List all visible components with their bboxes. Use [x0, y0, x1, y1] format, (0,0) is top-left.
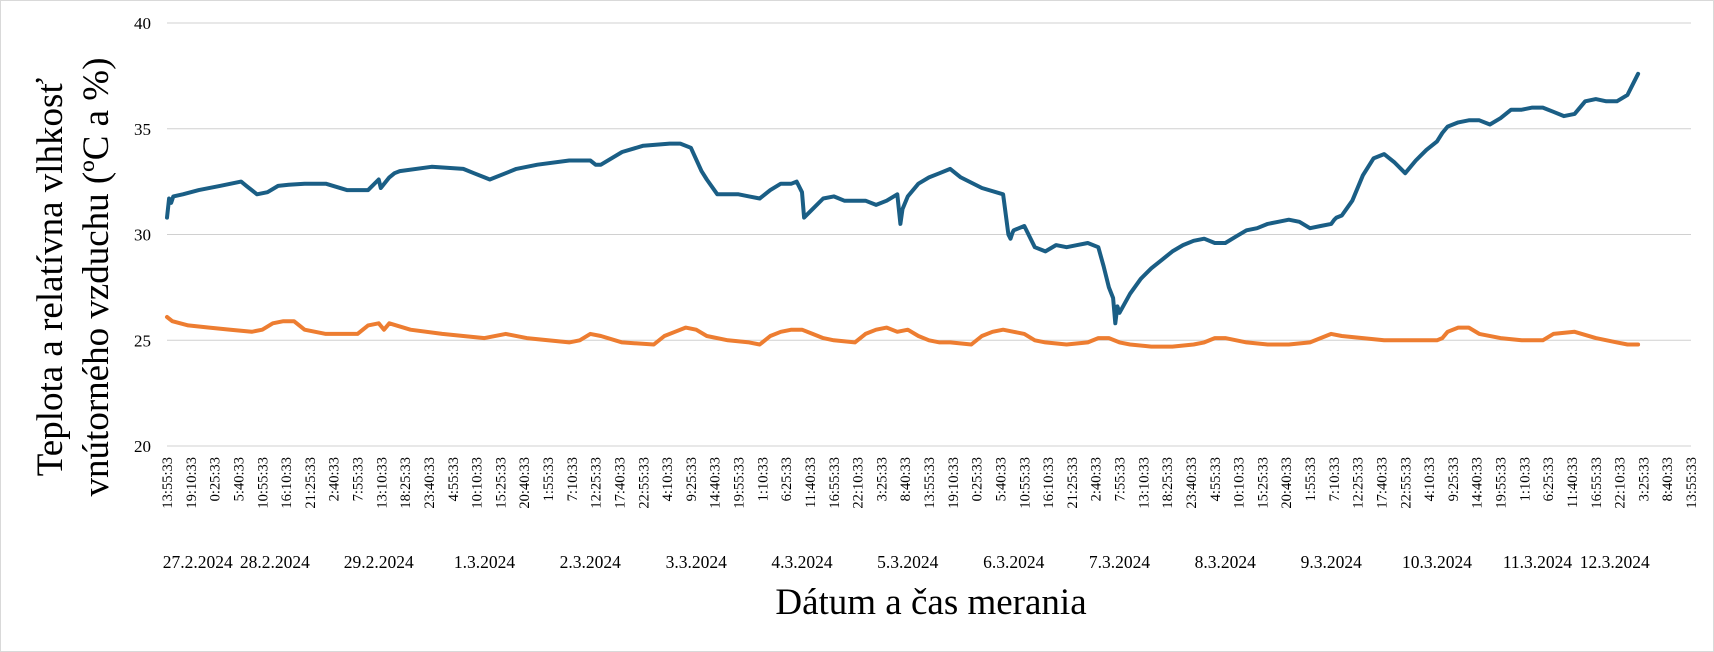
- x-time-tick-label: 16:55:33: [827, 457, 843, 509]
- x-date-labels: 27.2.2024 28.2.2024 29.2.2024 1.3.2024 2.3.2…: [163, 552, 1650, 572]
- x-time-tick-label: 10:10:33: [470, 457, 486, 509]
- series-group: [165, 71, 1641, 349]
- x-time-tick-label: 19:10:33: [946, 457, 962, 509]
- x-date-label: 9.3.2024: [1301, 552, 1363, 572]
- y-tick-label: 30: [134, 226, 151, 245]
- y-tick-label: 25: [134, 331, 151, 350]
- x-time-tick-label: 22:10:33: [1613, 457, 1629, 509]
- y-tick-label: 40: [134, 14, 151, 33]
- x-time-tick-label: 1:10:33: [1517, 457, 1533, 501]
- x-time-tick-label: 22:55:33: [636, 457, 652, 509]
- y-tick-label: 35: [134, 120, 151, 139]
- x-axis-title: Dátum a čas merania: [775, 582, 1086, 623]
- x-date-label: 6.3.2024: [983, 552, 1045, 572]
- x-time-tick-label: 12:25:33: [1351, 457, 1367, 509]
- y-tick-labels: 20 25 30 35 40: [134, 14, 151, 456]
- x-date-label: 28.2.2024: [240, 552, 310, 572]
- x-time-tick-label: 7:55:33: [351, 457, 367, 501]
- x-time-tick-label: 13:10:33: [1136, 457, 1152, 509]
- x-time-tick-label: 8:40:33: [1660, 457, 1676, 501]
- x-time-tick-label: 2:40:33: [1089, 457, 1105, 501]
- x-time-tick-label: 5:40:33: [231, 457, 247, 501]
- x-date-label: 10.3.2024: [1402, 552, 1472, 572]
- x-time-tick-label: 18:25:33: [398, 457, 414, 509]
- series-line-1: [165, 71, 1641, 326]
- x-time-tick-label: 16:55:33: [1589, 457, 1605, 509]
- x-date-label: 5.3.2024: [877, 552, 939, 572]
- x-time-tick-label: 10:10:33: [1232, 457, 1248, 509]
- x-time-tick-label: 19:55:33: [732, 457, 748, 509]
- y-axis-title-line-1: Teplota a relatívna vlhkosť: [30, 78, 71, 477]
- x-time-tick-label: 6:25:33: [1541, 457, 1557, 501]
- x-time-tick-label: 7:55:33: [1113, 457, 1129, 501]
- x-time-tick-label: 13:55:33: [1684, 457, 1700, 509]
- x-time-tick-label: 7:10:33: [1327, 457, 1343, 501]
- x-time-tick-label: 19:55:33: [1494, 457, 1510, 509]
- x-time-tick-label: 14:40:33: [708, 457, 724, 509]
- x-time-tick-label: 17:40:33: [1374, 457, 1390, 509]
- x-time-tick-label: 23:40:33: [422, 457, 438, 509]
- x-time-tick-label: 20:40:33: [517, 457, 533, 509]
- x-time-tick-label: 11:40:33: [1565, 457, 1581, 508]
- x-date-label: 1.3.2024: [454, 552, 516, 572]
- x-time-tick-label: 15:25:33: [1255, 457, 1271, 509]
- x-time-tick-label: 1:55:33: [541, 457, 557, 501]
- x-time-tick-label: 21:25:33: [303, 457, 319, 509]
- x-time-tick-label: 4:55:33: [1208, 457, 1224, 501]
- x-time-tick-label: 4:10:33: [1422, 457, 1438, 501]
- x-date-label: 11.3.2024: [1503, 552, 1573, 572]
- x-time-tick-label: 6:25:33: [779, 457, 795, 501]
- x-time-tick-label: 7:10:33: [565, 457, 581, 501]
- x-time-tick-label: 13:55:33: [922, 457, 938, 509]
- x-date-label: 2.3.2024: [560, 552, 622, 572]
- x-time-tick-label: 21:25:33: [1065, 457, 1081, 509]
- x-date-label: 7.3.2024: [1089, 552, 1151, 572]
- series-line-2: [165, 315, 1641, 349]
- x-time-tick-label: 9:25:33: [684, 457, 700, 501]
- x-time-tick-label: 4:10:33: [660, 457, 676, 501]
- x-time-tick-label: 22:10:33: [851, 457, 867, 509]
- x-time-tick-label: 3:25:33: [1636, 457, 1652, 501]
- x-date-label: 3.3.2024: [666, 552, 728, 572]
- x-time-tick-label: 18:25:33: [1160, 457, 1176, 509]
- x-time-tick-labels: 13:55:33 19:10:33 0:25:33 5:40:33 10:55:33 16…: [160, 457, 1700, 509]
- x-time-tick-label: 14:40:33: [1470, 457, 1486, 509]
- x-time-tick-label: 13:10:33: [374, 457, 390, 509]
- x-time-tick-label: 11:40:33: [803, 457, 819, 508]
- y-tick-label: 20: [134, 437, 151, 456]
- x-date-label: 27.2.2024: [163, 552, 233, 572]
- x-time-tick-label: 0:25:33: [208, 457, 224, 501]
- x-date-label: 29.2.2024: [344, 552, 414, 572]
- x-time-tick-label: 17:40:33: [612, 457, 628, 509]
- x-time-tick-label: 23:40:33: [1184, 457, 1200, 509]
- x-time-tick-label: 19:10:33: [184, 457, 200, 509]
- x-date-label: 12.3.2024: [1580, 552, 1650, 572]
- x-time-tick-label: 4:55:33: [446, 457, 462, 501]
- x-time-tick-label: 10:55:33: [255, 457, 271, 509]
- x-time-tick-label: 2:40:33: [327, 457, 343, 501]
- x-time-tick-label: 16:10:33: [1041, 457, 1057, 509]
- x-time-tick-label: 0:25:33: [970, 457, 986, 501]
- x-time-tick-label: 1:10:33: [755, 457, 771, 501]
- gridlines: [167, 22, 1691, 447]
- x-time-tick-label: 20:40:33: [1279, 457, 1295, 509]
- x-time-tick-label: 12:25:33: [589, 457, 605, 509]
- x-time-tick-label: 13:55:33: [160, 457, 176, 509]
- x-time-tick-label: 5:40:33: [993, 457, 1009, 501]
- y-axis-title-line-2: vnútorného vzduchu (ºC a %): [76, 58, 117, 497]
- x-date-label: 8.3.2024: [1195, 552, 1257, 572]
- x-time-tick-label: 16:10:33: [279, 457, 295, 509]
- x-time-tick-label: 15:25:33: [493, 457, 509, 509]
- x-time-tick-label: 22:55:33: [1398, 457, 1414, 509]
- x-time-tick-label: 10:55:33: [1017, 457, 1033, 509]
- x-time-tick-label: 8:40:33: [898, 457, 914, 501]
- x-time-tick-label: 1:55:33: [1303, 457, 1319, 501]
- x-time-tick-label: 3:25:33: [874, 457, 890, 501]
- x-date-label: 4.3.2024: [771, 552, 833, 572]
- x-time-tick-label: 9:25:33: [1446, 457, 1462, 501]
